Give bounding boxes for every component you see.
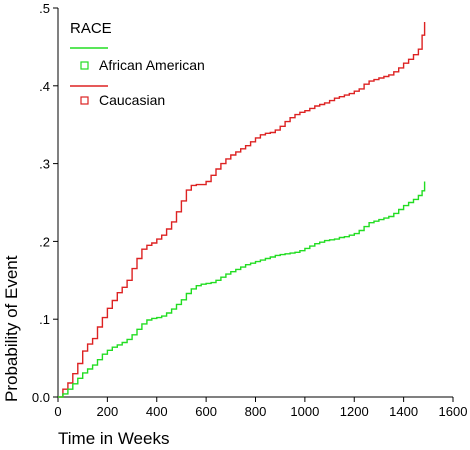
legend-label-african-american: African American [99, 57, 205, 73]
y-tick-label: .3 [39, 157, 50, 172]
x-tick-label: 800 [245, 404, 267, 419]
y-tick-label: .1 [39, 312, 50, 327]
legend: RACE African American Caucasian [70, 20, 205, 108]
legend-title: RACE [70, 20, 112, 37]
y-tick-label: .4 [39, 79, 50, 94]
y-tick-label: .2 [39, 234, 50, 249]
legend-label-caucasian: Caucasian [99, 92, 165, 108]
x-tick-label: 600 [195, 404, 217, 419]
legend-marker-african-american [80, 61, 89, 70]
y-tick-label: .5 [39, 1, 50, 16]
y-axis-title: Probability of Event [2, 255, 21, 402]
x-tick-label: 1400 [389, 404, 418, 419]
x-tick-label: 400 [146, 404, 168, 419]
x-axis-title: Time in Weeks [58, 429, 169, 448]
series-layer [58, 22, 426, 398]
series-line-caucasian [58, 22, 426, 398]
x-tick-label: 0 [54, 404, 61, 419]
x-tick-label: 1200 [340, 404, 369, 419]
y-tick-label: 0.0 [32, 390, 50, 405]
x-axis-ticks: 0 200 400 600 800 1000 1200 1400 1600 [54, 397, 467, 419]
series-line-african-american [58, 181, 426, 398]
x-tick-label: 1000 [290, 404, 319, 419]
x-tick-label: 200 [97, 404, 119, 419]
x-tick-label: 1600 [439, 404, 468, 419]
legend-marker-caucasian [80, 96, 89, 105]
y-axis-ticks: 0.0 .1 .2 .3 .4 .5 [32, 1, 58, 405]
